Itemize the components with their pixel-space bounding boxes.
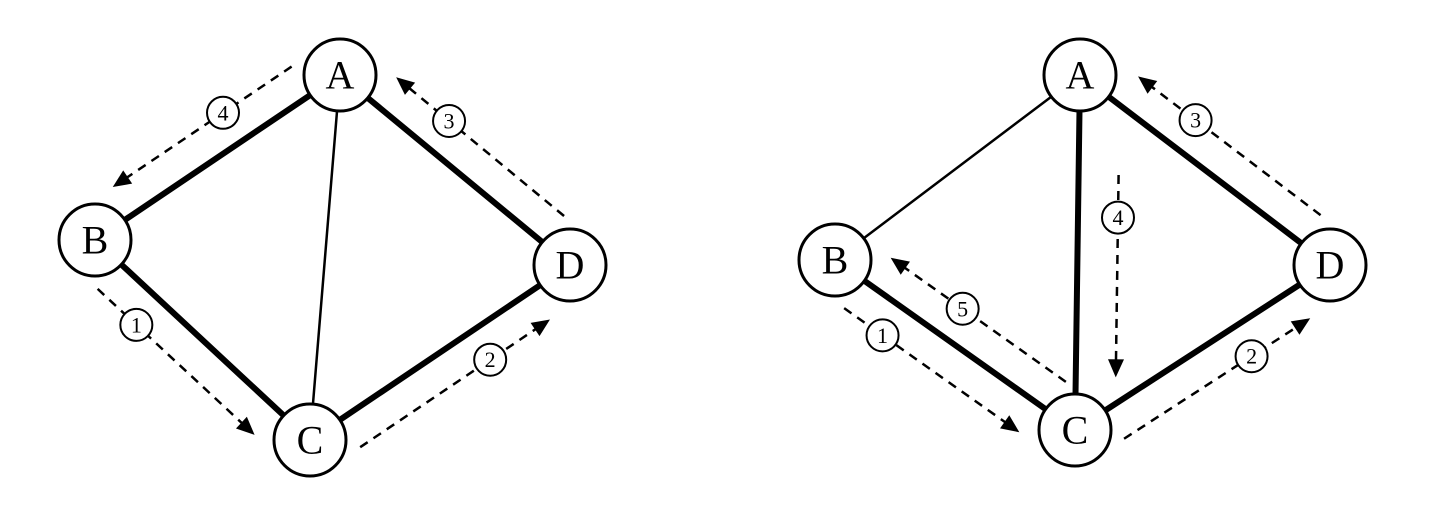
graph-left: 1 2 3 4 A B C D — [59, 39, 606, 476]
graph-right-edges — [864, 97, 1302, 411]
node-B-label: B — [82, 218, 109, 263]
edge-A-B — [864, 97, 1052, 239]
node-C-label: C — [297, 418, 324, 463]
diagram-canvas: 1 2 3 4 A B C D 1 2 3 4 5 A B C D — [0, 0, 1438, 506]
annotation-badge-4-label: 4 — [218, 100, 229, 125]
graph-right: 1 2 3 4 5 A B C D — [799, 39, 1366, 466]
graph-left-nodes: A B C D — [59, 39, 606, 476]
annotation-badge-2-label: 2 — [1246, 344, 1257, 369]
node-B-label: B — [822, 238, 849, 283]
edge-B-C — [121, 265, 283, 416]
node-A-label: A — [1066, 53, 1095, 98]
node-A-label: A — [326, 53, 355, 98]
annotation-badge-1-label: 1 — [877, 323, 888, 348]
annotation-badge-3-label: 3 — [1190, 108, 1201, 133]
edge-A-C — [313, 111, 337, 404]
graph-right-annotations: 1 2 3 4 5 — [844, 76, 1320, 438]
graph-right-nodes: A B C D — [799, 39, 1366, 466]
edge-A-C — [1076, 111, 1080, 394]
edge-C-D — [340, 285, 540, 420]
annotation-badge-4-label: 4 — [1112, 205, 1123, 230]
node-D-label: D — [1316, 243, 1345, 288]
graph-left-annotations: 1 2 3 4 — [98, 67, 564, 448]
annotation-badge-1-label: 1 — [131, 312, 142, 337]
annotation-badge-3-label: 3 — [444, 108, 455, 133]
node-C-label: C — [1062, 408, 1089, 453]
node-D-label: D — [556, 243, 585, 288]
annotation-badge-5-label: 5 — [957, 296, 968, 321]
edge-C-D — [1105, 285, 1300, 411]
annotation-badge-2-label: 2 — [485, 347, 496, 372]
